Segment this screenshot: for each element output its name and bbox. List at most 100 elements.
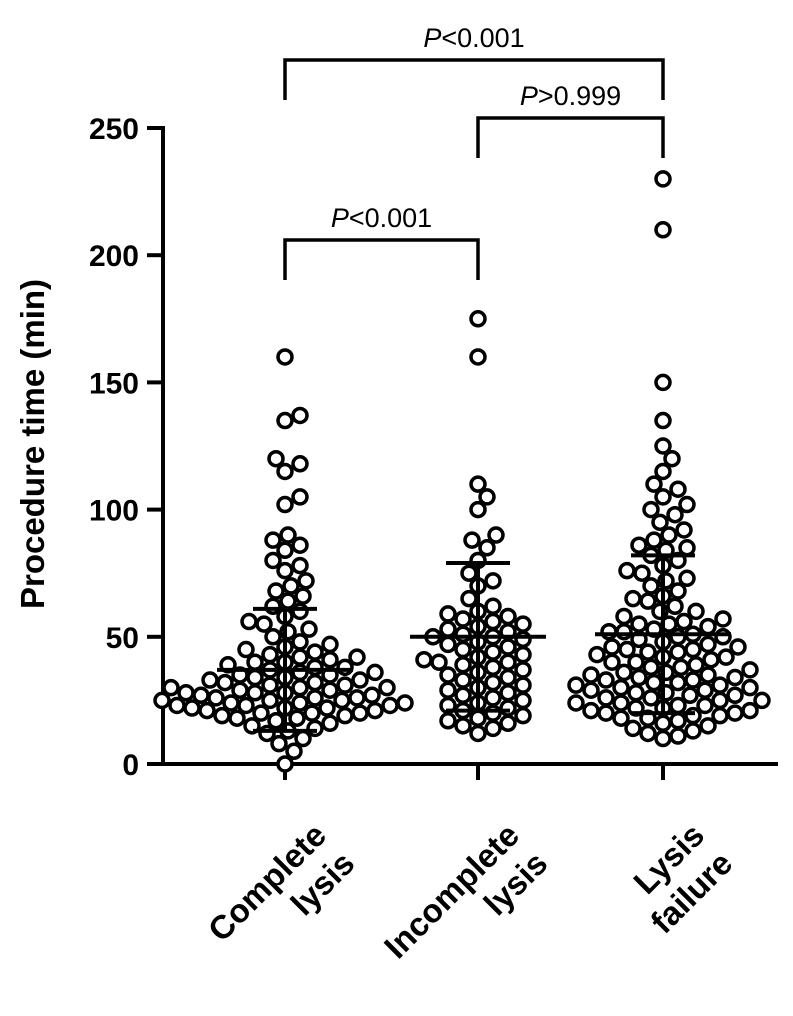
data-point <box>514 630 532 649</box>
data-point <box>639 643 657 661</box>
data-point <box>484 704 502 722</box>
data-point <box>162 678 180 697</box>
data-point <box>499 684 517 702</box>
data-point <box>270 734 288 753</box>
data-point <box>177 684 195 702</box>
data-point <box>669 673 687 692</box>
data-point <box>279 592 297 610</box>
data-point <box>687 602 705 621</box>
data-point <box>699 617 717 636</box>
data-point <box>582 681 600 699</box>
data-point <box>231 681 249 699</box>
data-point <box>267 449 285 468</box>
data-point <box>306 658 324 677</box>
data-point <box>645 673 663 692</box>
data-point <box>603 653 621 671</box>
data-point <box>198 701 216 720</box>
data-point <box>624 719 642 738</box>
data-point <box>484 643 502 661</box>
data-point <box>654 221 672 239</box>
data-point <box>264 531 282 549</box>
y-tick-label: 150 <box>89 367 139 400</box>
p-value-label: P<0.001 <box>423 23 524 53</box>
data-point <box>252 704 270 722</box>
data-point <box>654 729 672 748</box>
data-point <box>291 455 309 473</box>
data-point <box>627 653 645 671</box>
data-point <box>291 602 309 621</box>
data-point <box>699 635 717 654</box>
data-point <box>454 671 472 689</box>
data-point <box>630 615 648 633</box>
data-point <box>351 704 369 722</box>
data-point <box>612 694 630 712</box>
data-point <box>207 689 225 707</box>
data-point <box>285 742 303 761</box>
data-point <box>654 714 672 733</box>
data-point <box>651 513 669 532</box>
data-point <box>291 694 309 712</box>
data-point <box>678 539 696 557</box>
data-point <box>291 406 309 425</box>
data-point <box>300 620 318 638</box>
data-point <box>514 691 532 710</box>
data-point <box>567 694 585 712</box>
data-point <box>276 561 294 580</box>
data-point <box>597 671 615 689</box>
data-point <box>201 671 219 689</box>
data-points <box>153 170 771 773</box>
data-point <box>499 714 517 733</box>
data-point <box>699 717 717 735</box>
data-point <box>514 661 532 679</box>
data-point <box>660 526 678 544</box>
data-point <box>303 704 321 722</box>
data-point <box>279 526 297 544</box>
data-point <box>499 638 517 656</box>
data-point <box>669 582 687 600</box>
data-point <box>439 620 457 638</box>
y-tick-label: 0 <box>122 749 139 782</box>
data-point <box>642 577 660 595</box>
data-point <box>672 658 690 677</box>
p-symbol: P <box>331 203 349 233</box>
data-point <box>669 480 687 498</box>
data-point <box>642 500 660 519</box>
data-point <box>669 696 687 715</box>
data-point <box>306 673 324 692</box>
data-point <box>678 569 696 588</box>
data-point <box>654 462 672 481</box>
data-point <box>469 475 487 493</box>
data-point <box>276 411 294 430</box>
data-point <box>484 597 502 616</box>
data-point <box>675 521 693 539</box>
data-point <box>597 704 615 722</box>
data-point <box>228 709 246 727</box>
data-point <box>582 701 600 720</box>
data-point <box>288 709 306 727</box>
data-point <box>454 717 472 735</box>
data-point <box>654 437 672 455</box>
data-point <box>654 488 672 506</box>
data-point <box>333 691 351 710</box>
data-point <box>336 658 354 677</box>
data-point <box>291 648 309 666</box>
data-point <box>669 712 687 730</box>
data-point <box>669 628 687 646</box>
data-point <box>378 678 396 697</box>
data-point <box>663 449 681 468</box>
data-point <box>469 310 487 328</box>
data-point <box>463 531 481 549</box>
data-point <box>612 678 630 697</box>
data-point <box>726 686 744 705</box>
data-point <box>153 691 171 710</box>
y-tick-label: 250 <box>89 113 139 146</box>
data-point <box>478 539 496 557</box>
data-point <box>687 656 705 674</box>
data-point <box>484 612 502 631</box>
data-point <box>454 625 472 644</box>
data-point <box>630 668 648 687</box>
data-point <box>696 696 714 715</box>
